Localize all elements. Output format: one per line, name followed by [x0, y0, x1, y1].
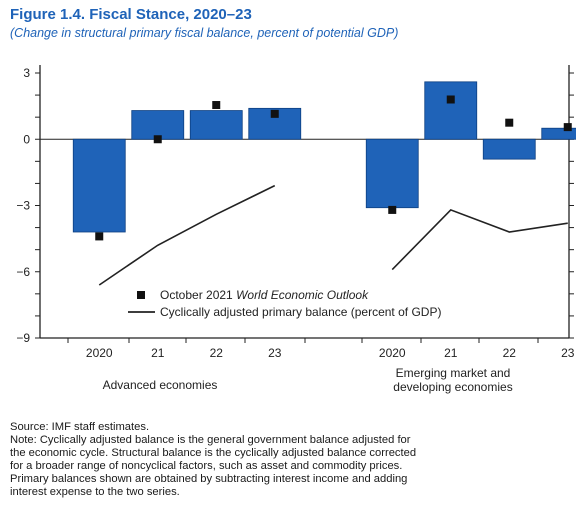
bar: [72, 138, 126, 233]
weo-marker: [212, 101, 221, 110]
y-tick-label: 0: [23, 132, 30, 146]
note-line: the economic cycle. Structural balance i…: [10, 447, 417, 459]
weo-marker: [563, 123, 572, 132]
weo-marker: [388, 205, 397, 214]
group-label: Emerging market and: [396, 366, 511, 380]
chart-subtitle: (Change in structural primary fiscal bal…: [10, 26, 399, 40]
x-tick-label: 22: [210, 346, 224, 360]
chart-title: Figure 1.4. Fiscal Stance, 2020–23: [10, 6, 252, 23]
chart-svg: 3 0 −3 −6 −9 2020 21 22 23 2020 21 22 23 Advanced eco…: [16, 65, 576, 394]
x-tick-label: 2020: [379, 346, 406, 360]
group-label: developing economies: [393, 380, 512, 394]
cyclically-adjusted-line: [391, 208, 568, 271]
bar: [189, 110, 243, 140]
cyclically-adjusted-line: [98, 184, 276, 286]
bar: [424, 81, 478, 140]
bar: [482, 138, 536, 160]
x-tick-label: 21: [444, 346, 458, 360]
weo-marker: [95, 232, 104, 241]
source-note: Source: IMF staff estimates.: [10, 421, 150, 433]
note-line: Primary balances shown are obtained by s…: [10, 473, 408, 485]
y-tick-label: 3: [23, 66, 30, 80]
x-tick-label: 23: [268, 346, 282, 360]
group-label: Advanced economies: [103, 378, 218, 392]
y-tick-label: −3: [16, 199, 30, 213]
y-tick-label: −9: [16, 331, 30, 345]
note-line: Note: Cyclically adjusted balance is the…: [10, 434, 411, 446]
weo-marker: [153, 135, 162, 144]
weo-marker: [446, 95, 455, 104]
weo-marker: [505, 118, 514, 127]
notes: Source: IMF staff estimates. Note: Cycli…: [10, 421, 570, 499]
x-tick-label: 22: [503, 346, 517, 360]
weo-marker: [270, 109, 279, 118]
bar: [131, 110, 185, 140]
legend-label: October 2021 World Economic Outlook: [160, 288, 369, 302]
x-tick-label: 23: [561, 346, 575, 360]
bar: [365, 138, 419, 209]
x-tick-label: 2020: [86, 346, 113, 360]
legend-label: Cyclically adjusted primary balance (per…: [160, 305, 441, 319]
note-line: for a broader range of noncyclical facto…: [10, 460, 403, 472]
note-line: interest expense to the two series.: [10, 486, 180, 498]
legend-marker-icon: [137, 291, 145, 299]
x-tick-label: 21: [151, 346, 165, 360]
y-tick-label: −6: [16, 265, 30, 279]
